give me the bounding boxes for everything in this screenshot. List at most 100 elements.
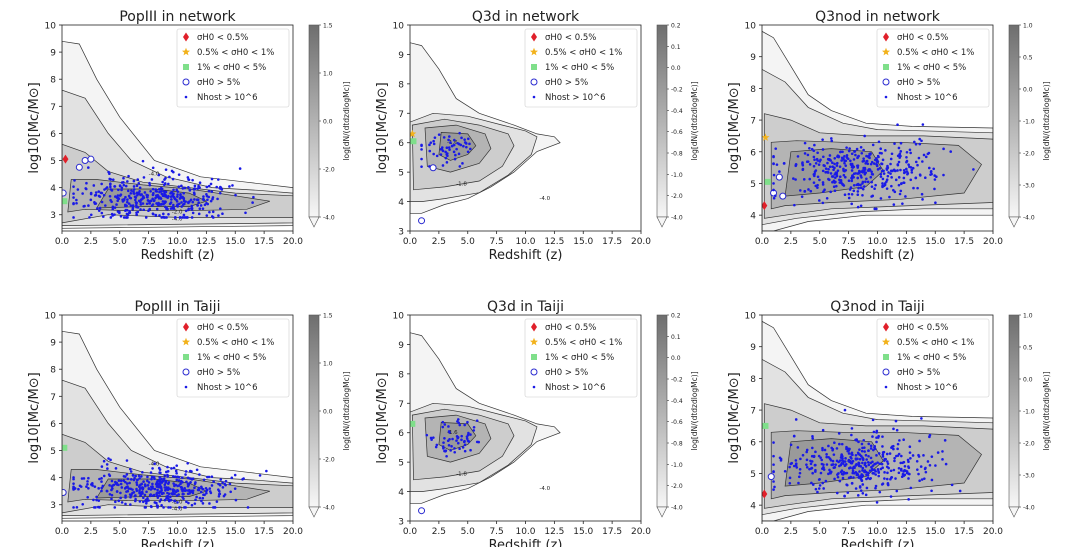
nhost-point: [840, 472, 844, 476]
nhost-point: [859, 186, 863, 190]
nhost-point: [170, 194, 174, 198]
y-tick-label: 7: [398, 110, 404, 120]
nhost-point: [861, 193, 864, 197]
nhost-point: [198, 186, 201, 189]
colorbar-tick-label: 1.0: [1023, 313, 1033, 320]
nhost-point: [860, 176, 863, 179]
nhost-point: [451, 437, 454, 441]
nhost-point: [792, 177, 795, 180]
legend-box: [524, 28, 638, 108]
nhost-point: [890, 152, 894, 156]
nhost-point: [104, 204, 107, 207]
legend-marker: [883, 32, 889, 42]
nhost-point: [166, 491, 169, 495]
y-axis-label: log10[Mc/M⊙]: [375, 372, 390, 463]
nhost-point: [120, 186, 124, 189]
nhost-point: [89, 213, 93, 217]
nhost-point: [98, 195, 102, 198]
nhost-point: [830, 139, 834, 143]
nhost-point: [805, 458, 809, 462]
nhost-point: [160, 202, 163, 206]
nhost-point: [420, 157, 423, 161]
nhost-point: [907, 477, 910, 480]
nhost-point: [895, 489, 899, 493]
nhost-point: [893, 459, 896, 463]
nhost-point: [131, 488, 134, 491]
nhost-point: [827, 177, 830, 181]
nhost-point: [885, 187, 889, 190]
nhost-point: [72, 201, 75, 205]
nhost-point: [905, 471, 909, 475]
nhost-point: [124, 502, 127, 506]
nhost-point: [886, 174, 890, 178]
legend-entry: 0.5% < σH0 < 1%: [897, 48, 974, 58]
nhost-point: [881, 445, 884, 448]
nhost-point: [840, 159, 843, 162]
colorbar-tick-label: -1.0: [671, 462, 683, 469]
nhost-point: [119, 479, 123, 483]
nhost-point: [916, 186, 919, 190]
nhost-point: [218, 483, 222, 487]
nhost-point: [163, 483, 167, 487]
nhost-point: [78, 484, 82, 488]
colorbar-tick-label: -4.0: [1023, 505, 1035, 512]
nhost-point: [211, 197, 214, 201]
nhost-point: [821, 481, 824, 485]
nhost-point: [456, 418, 460, 421]
nhost-point: [900, 182, 903, 186]
nhost-point: [221, 486, 225, 489]
nhost-point: [100, 477, 103, 480]
nhost-point: [456, 441, 460, 445]
legend-entry: 1% < σH0 < 5%: [545, 353, 614, 363]
nhost-point: [135, 487, 138, 491]
nhost-point: [162, 479, 165, 483]
nhost-point: [205, 185, 209, 189]
chart-title: Q3d in network: [472, 9, 580, 25]
nhost-point: [901, 202, 904, 205]
nhost-point: [881, 453, 885, 456]
nhost-point: [783, 469, 787, 473]
colorbar-scale: [1008, 314, 1020, 508]
nhost-point: [865, 458, 868, 461]
nhost-point: [900, 454, 903, 458]
nhost-point: [811, 483, 815, 486]
nhost-point: [942, 173, 945, 177]
nhost-point: [158, 500, 162, 503]
y-tick-label: 8: [750, 375, 756, 385]
nhost-point: [465, 437, 469, 440]
nhost-point: [193, 187, 197, 190]
nhost-point: [145, 479, 149, 483]
contour-label: -1.8: [456, 471, 467, 477]
nhost-point: [160, 187, 164, 191]
x-tick-label: 17.5: [954, 527, 974, 537]
nhost-point: [135, 478, 139, 482]
y-tick-label: 7: [50, 103, 56, 113]
nhost-point: [843, 494, 846, 498]
nhost-point: [94, 506, 97, 509]
nhost-point: [792, 464, 796, 468]
nhost-point: [855, 183, 859, 187]
colorbar-label: log[dN/(dtdzdlogMc)]: [690, 81, 699, 160]
nhost-point: [873, 158, 877, 162]
nhost-point: [909, 457, 912, 460]
nhost-point: [858, 448, 861, 451]
nhost-point: [845, 445, 848, 449]
contour-label: -4.0: [172, 507, 183, 513]
y-tick-label: 4: [398, 198, 404, 208]
nhost-point: [869, 175, 873, 179]
nhost-point: [832, 453, 836, 456]
scatter-point: [775, 173, 783, 181]
nhost-point: [802, 178, 806, 181]
nhost-point: [164, 488, 167, 492]
nhost-point: [882, 172, 886, 175]
nhost-point: [210, 475, 214, 478]
nhost-point: [201, 496, 205, 500]
nhost-point: [794, 178, 797, 181]
nhost-point: [886, 462, 890, 465]
nhost-point: [114, 195, 117, 198]
nhost-point: [871, 418, 875, 422]
nhost-point: [442, 441, 445, 444]
nhost-point: [219, 478, 223, 481]
nhost-point: [120, 188, 123, 192]
nhost-point: [166, 475, 170, 478]
